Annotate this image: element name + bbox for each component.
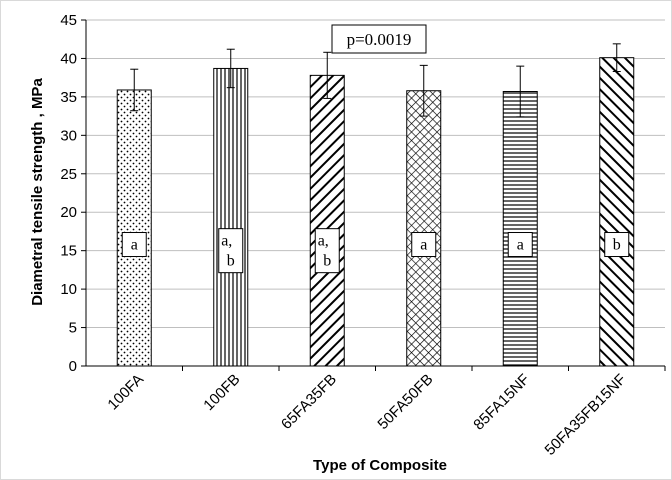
- y-tick-label: 10: [60, 281, 77, 298]
- bar-65FA35FB: [309, 74, 345, 367]
- x-tick-label: 100FB: [200, 371, 243, 414]
- annotations: a a, b a, b a a b p=0.0019: [121, 24, 630, 274]
- bar-100FA: [116, 89, 152, 367]
- y-tick-label: 25: [60, 166, 77, 183]
- x-axis-title: Type of Composite: [313, 457, 447, 474]
- error-bar-65FA35FB: [323, 51, 332, 99]
- significance-letter: a: [517, 237, 524, 254]
- bar-50FA35FB15NF: [599, 57, 635, 367]
- y-tick-labels: 0 5 10 15 20 25 30 35 40 45: [60, 12, 77, 375]
- significance-letter: a,: [221, 233, 232, 250]
- bars: [116, 43, 635, 367]
- significance-label: a, b: [218, 228, 244, 274]
- p-value-text: p=0.0019: [347, 30, 412, 49]
- p-value-box: p=0.0019: [331, 24, 427, 54]
- x-tick-label: 50FA35FB15NF: [541, 371, 629, 459]
- axes: [85, 20, 665, 367]
- significance-letter: b: [227, 253, 235, 270]
- error-bar-100FB: [226, 48, 235, 89]
- y-tick-label: 15: [60, 243, 77, 260]
- error-bar-50FA35FB15NF: [612, 43, 621, 73]
- significance-label: b: [604, 232, 630, 258]
- significance-label: a: [121, 232, 147, 258]
- y-tick-label: 35: [60, 89, 77, 106]
- y-tick-label: 0: [69, 358, 77, 375]
- significance-letter: a: [420, 237, 427, 254]
- significance-letter: a,: [318, 233, 329, 250]
- gridlines: [81, 19, 665, 367]
- x-tick-label: 85FA15NF: [470, 371, 533, 434]
- y-tick-label: 45: [60, 12, 77, 29]
- bar-100FB: [213, 67, 249, 367]
- error-bar-85FA15NF: [516, 65, 525, 118]
- bar-50FA50FB: [406, 90, 442, 367]
- bar-85FA15NF: [502, 91, 538, 367]
- x-tick-label: 50FA50FB: [374, 371, 436, 433]
- significance-letter: b: [323, 253, 331, 270]
- significance-label: a: [411, 232, 437, 258]
- significance-letter: a: [131, 237, 138, 254]
- significance-label: a, b: [314, 228, 340, 274]
- x-tick-label: 65FA35FB: [278, 371, 340, 433]
- x-tick-label: 100FA: [104, 371, 147, 414]
- significance-label: a: [507, 232, 533, 258]
- error-bar-100FA: [130, 68, 139, 112]
- y-tick-label: 5: [69, 320, 77, 337]
- y-axis-title: Diametral tensile strength , MPa: [29, 78, 46, 306]
- y-tick-label: 20: [60, 204, 77, 221]
- y-tick-label: 40: [60, 50, 77, 67]
- significance-letter: b: [613, 237, 621, 254]
- y-tick-label: 30: [60, 127, 77, 144]
- x-tick-labels: 100FA 100FB 65FA35FB 50FA50FB 85FA15NF 50FA35…: [104, 366, 666, 459]
- error-bar-50FA50FB: [419, 64, 428, 117]
